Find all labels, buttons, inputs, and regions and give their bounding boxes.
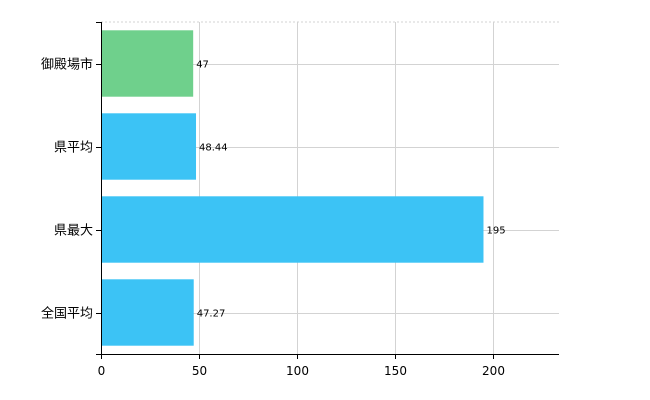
axis-layer <box>96 22 559 359</box>
x-tick-label: 100 <box>286 364 309 378</box>
y-tick-label: 県最大 <box>54 224 93 239</box>
y-tick-label: 全国平均 <box>41 306 93 322</box>
x-tick-label: 150 <box>384 364 407 378</box>
x-tick-label: 200 <box>482 364 505 378</box>
bar <box>102 113 197 180</box>
data-label: 195 <box>486 226 505 237</box>
x-tick-label: 0 <box>98 364 106 378</box>
bar-layer <box>102 30 484 346</box>
data-label: 48.44 <box>199 143 228 154</box>
x-tick-label: 50 <box>192 364 207 378</box>
bar <box>102 196 484 263</box>
bar <box>102 30 194 97</box>
data-label: 47 <box>196 60 209 71</box>
data-label: 47.27 <box>197 309 226 320</box>
y-tick-label: 御殿場市 <box>41 57 93 73</box>
bar <box>102 279 194 346</box>
label-layer: 御殿場市 47 県平均 48.44 県最大 195 全国平均 47.27 0 50 100 150 20… <box>41 57 506 379</box>
y-tick-label: 県平均 <box>54 141 93 156</box>
